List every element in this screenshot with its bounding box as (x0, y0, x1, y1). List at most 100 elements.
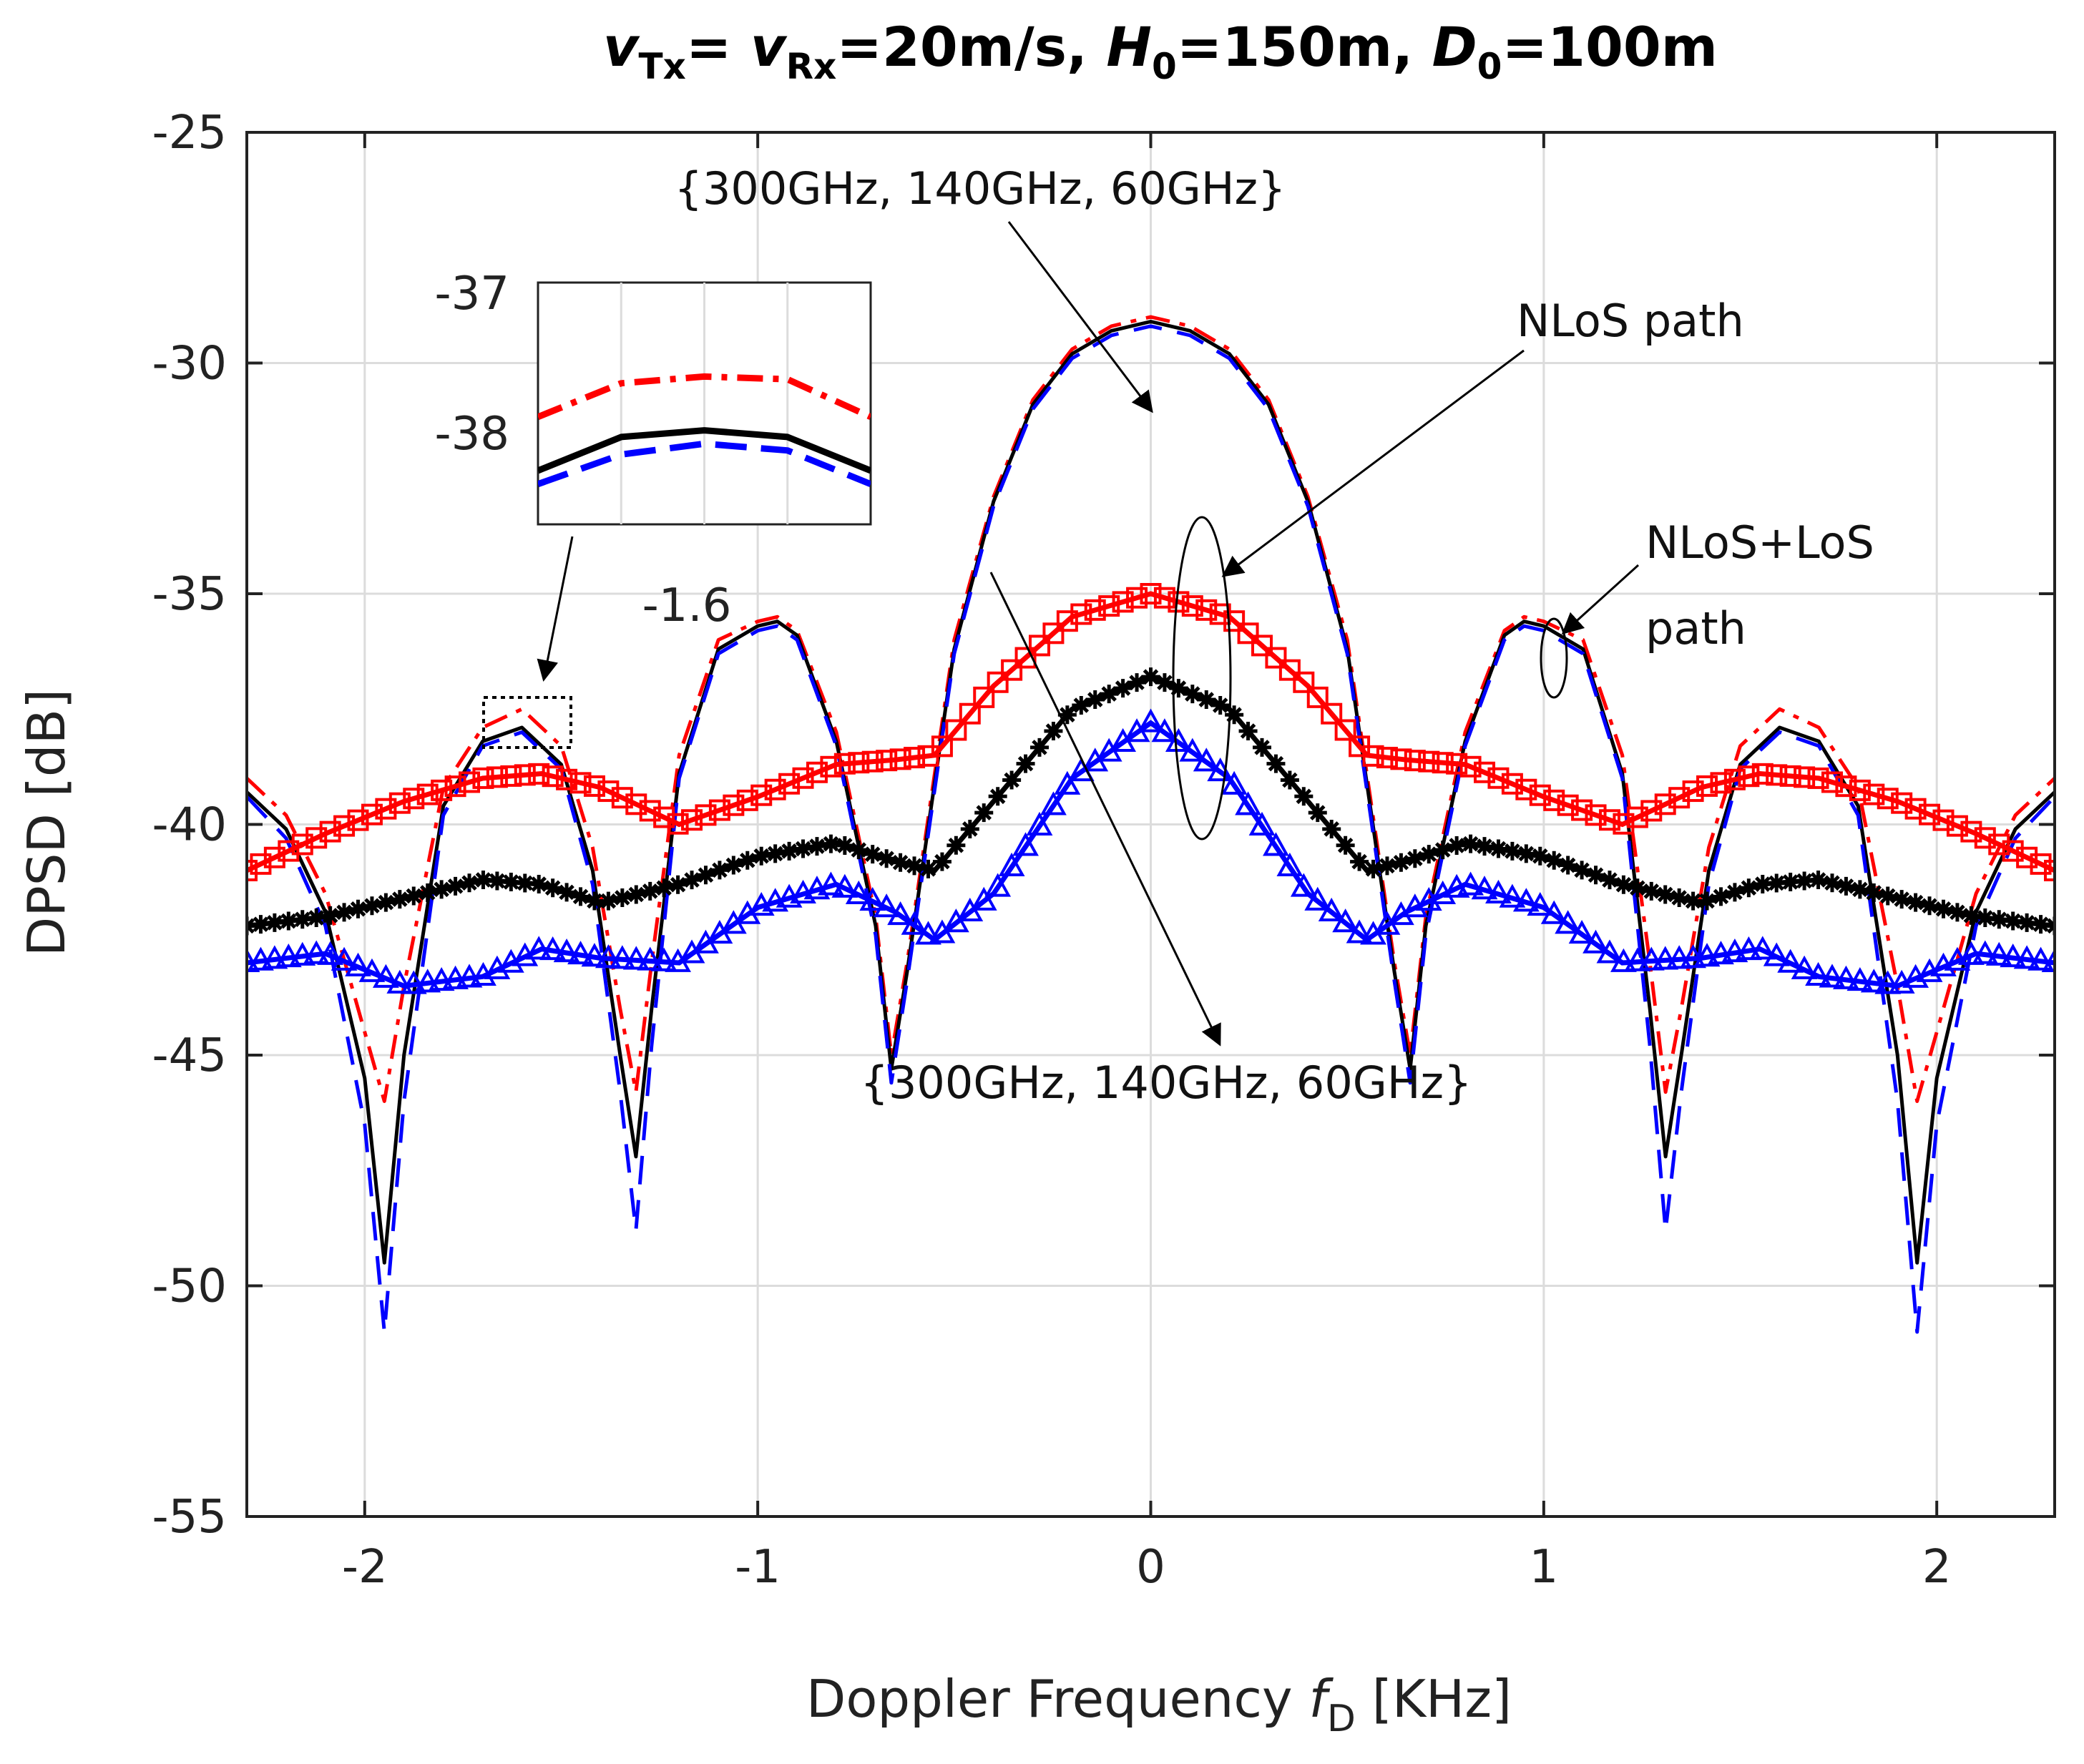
data-point-star (1822, 873, 1841, 893)
data-point-star (752, 846, 771, 866)
data-point-square (1849, 779, 1871, 801)
data-point-square (1251, 634, 1273, 657)
data-point-square (708, 799, 730, 821)
data-point-square (388, 792, 411, 814)
data-point-star (1864, 883, 1884, 902)
inset-series (538, 373, 871, 487)
data-point-triangle (970, 886, 997, 911)
data-point-square (528, 763, 550, 785)
data-point-square (416, 783, 439, 805)
data-point-square (319, 820, 341, 843)
data-point-triangle (845, 880, 872, 905)
data-point-star (1029, 738, 1049, 757)
data-point-star (1670, 888, 1689, 908)
data-point-triangle (595, 944, 622, 969)
data-point-square (1001, 659, 1023, 681)
zoom-region-box (482, 696, 572, 749)
data-point-triangle (1568, 919, 1595, 944)
data-point-star (1197, 690, 1216, 710)
data-point-triangle (1263, 832, 1289, 856)
data-point-square (973, 686, 995, 708)
data-point-star (446, 876, 465, 896)
data-point-triangle (1721, 939, 1748, 963)
series-nlos-140ghz (247, 667, 2055, 936)
data-point-square (833, 753, 856, 775)
data-point-star (655, 878, 674, 898)
data-point-triangle (915, 921, 941, 945)
data-point-square (820, 755, 842, 778)
data-point-star (474, 870, 493, 889)
data-point-star (1044, 722, 1063, 741)
data-point-star (1489, 839, 1508, 858)
data-point-square (1126, 587, 1148, 609)
data-point-square (987, 671, 1009, 693)
data-point-star (1850, 880, 1869, 899)
data-point-square (1070, 603, 1092, 625)
data-point-star (1655, 885, 1675, 904)
data-point-triangle (873, 893, 900, 918)
data-point-square (1723, 768, 1746, 790)
inset-zoom: -37 -38 -1.6 (434, 268, 872, 632)
data-point-triangle (248, 946, 274, 971)
data-point-triangle (1833, 965, 1859, 989)
data-point-star (293, 910, 312, 929)
inset-series-300ghz (538, 373, 871, 420)
annotation-nlos-los-line2: path (1645, 602, 1746, 655)
data-point-star (1836, 876, 1856, 896)
data-point-star (515, 873, 534, 893)
data-point-star (1711, 887, 1731, 906)
data-point-star (1698, 891, 1717, 911)
data-point-square (764, 778, 786, 800)
data-point-triangle (1708, 941, 1734, 965)
data-point-star (1433, 841, 1452, 860)
arrow-top-frequencies (1007, 221, 1153, 413)
data-point-triangle (539, 936, 567, 961)
data-point-square (931, 735, 953, 758)
arrow-nlos-los-path (1561, 564, 1640, 635)
x-tick-label: -2 (342, 1541, 388, 1594)
annotation-nlos-path: NLoS path (1517, 295, 1744, 347)
data-point-square (1571, 799, 1593, 821)
data-point-square (597, 780, 620, 803)
data-point-square (861, 750, 884, 773)
data-point-square (681, 809, 703, 831)
data-point-square (1557, 794, 1579, 816)
data-point-triangle (1276, 852, 1303, 877)
data-point-star (765, 844, 785, 863)
data-point-star (279, 911, 298, 931)
data-point-star (960, 819, 979, 838)
data-point-star (1405, 849, 1424, 868)
data-point-square (1807, 767, 1829, 789)
data-point-square (904, 747, 926, 769)
data-point-triangle (901, 911, 928, 935)
data-point-star (1461, 834, 1480, 853)
data-point-star (627, 885, 646, 904)
data-point-square (639, 800, 661, 822)
data-point-triangle (1680, 944, 1706, 969)
data-point-star (1350, 852, 1369, 871)
data-point-square (2002, 840, 2024, 862)
data-point-star (905, 856, 924, 876)
ellipse-nlos-group (1172, 516, 1232, 841)
data-point-square (1376, 747, 1398, 769)
data-point-square (1738, 765, 1760, 788)
y-axis-label: DPSD [dB] (16, 689, 77, 956)
data-point-triangle (428, 966, 455, 991)
inset-series-60ghz (538, 440, 871, 487)
data-point-star (1962, 906, 1981, 925)
y-tick-label: -45 (152, 1029, 227, 1082)
data-point-star (724, 856, 743, 875)
data-point-square (1237, 622, 1259, 645)
data-point-triangle (1582, 929, 1609, 954)
data-point-star (1947, 903, 1967, 922)
data-point-star (1225, 705, 1244, 725)
data-point-square (1904, 798, 1927, 820)
data-point-triangle (1318, 897, 1345, 922)
data-point-square (750, 784, 773, 806)
data-point-star (460, 873, 479, 893)
data-point-star (1558, 856, 1577, 875)
data-point-star (780, 841, 799, 861)
data-point-square (723, 794, 745, 816)
data-point-star (1377, 856, 1396, 876)
data-point-square (1710, 772, 1732, 794)
